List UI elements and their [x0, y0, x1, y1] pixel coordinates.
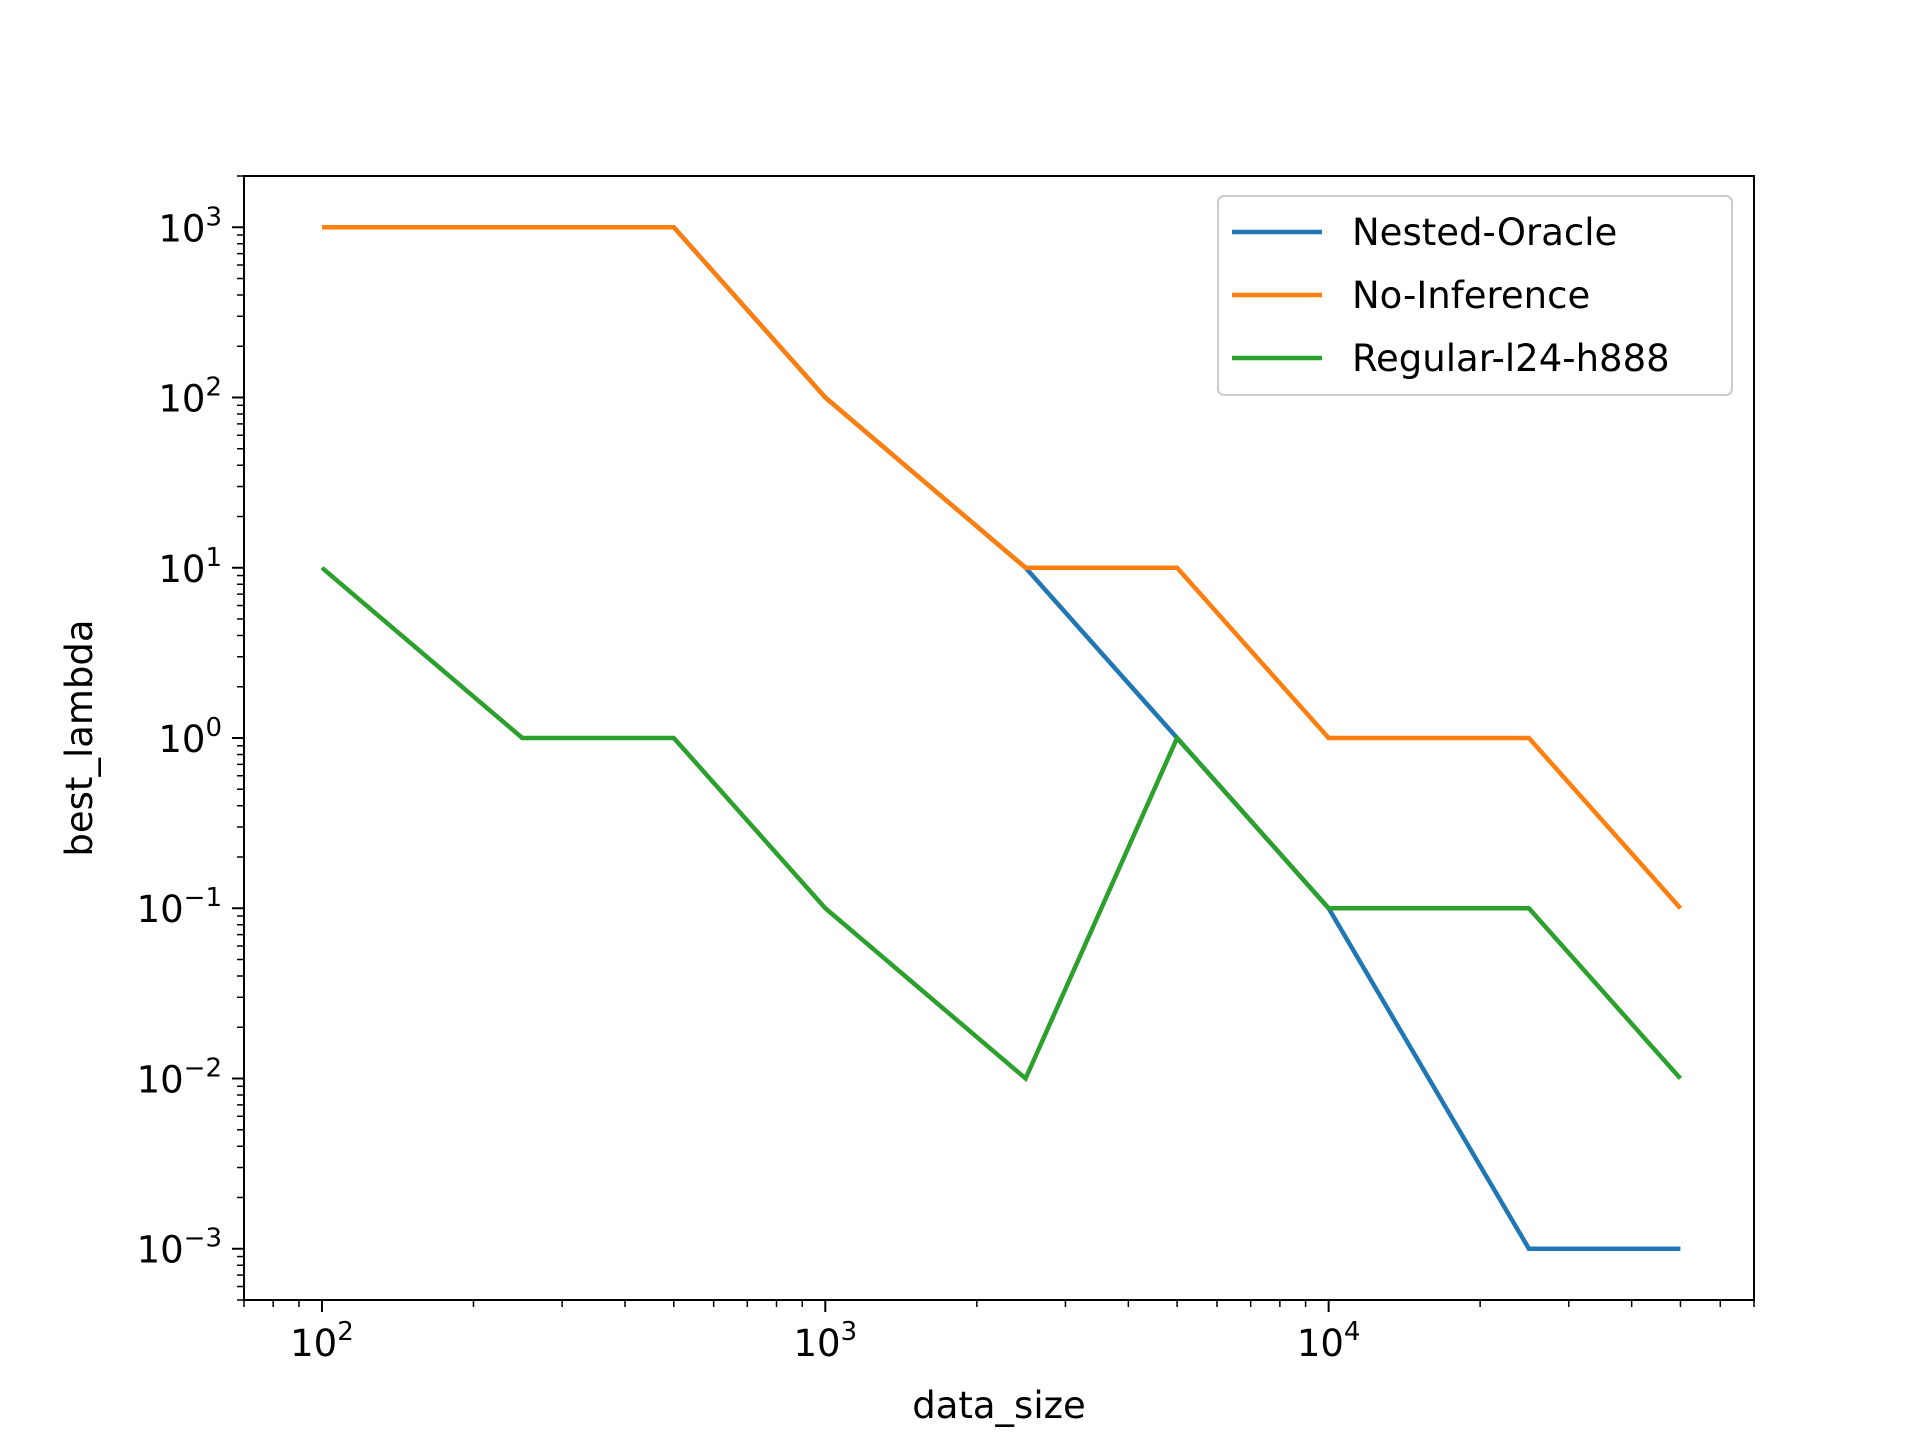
series-line-2 [322, 225, 1683, 910]
legend: Nested-Oracle No-Inference Regular-l24-h88… [1217, 195, 1733, 396]
y-tick-label: 101 [158, 543, 222, 591]
x-tick-label: 103 [793, 1317, 857, 1365]
axis-ticks: 102 103 104 10−3 10−2 10−1 100 101 102 103 [137, 175, 1755, 1365]
plot-frame [243, 175, 1755, 1301]
y-tick-label: 102 [158, 373, 222, 421]
legend-label-2: No-Inference [1352, 274, 1590, 317]
series-lines [320, 225, 1683, 1251]
series-line-3 [320, 566, 1683, 1083]
y-tick-label: 10−3 [137, 1224, 222, 1272]
y-tick-label: 10−1 [137, 883, 222, 931]
legend-box [1217, 195, 1733, 396]
y-tick-label: 10−2 [137, 1053, 222, 1101]
y-tick-label: 100 [158, 713, 222, 761]
y-axis-label: best_lambda [58, 619, 101, 856]
x-axis-label: data_size [912, 1384, 1086, 1427]
legend-label-3: Regular-l24-h888 [1352, 337, 1670, 380]
legend-label-1: Nested-Oracle [1352, 211, 1617, 254]
y-tick-label: 103 [158, 202, 222, 250]
x-tick-label: 102 [290, 1317, 354, 1365]
x-tick-label: 104 [1297, 1317, 1361, 1365]
